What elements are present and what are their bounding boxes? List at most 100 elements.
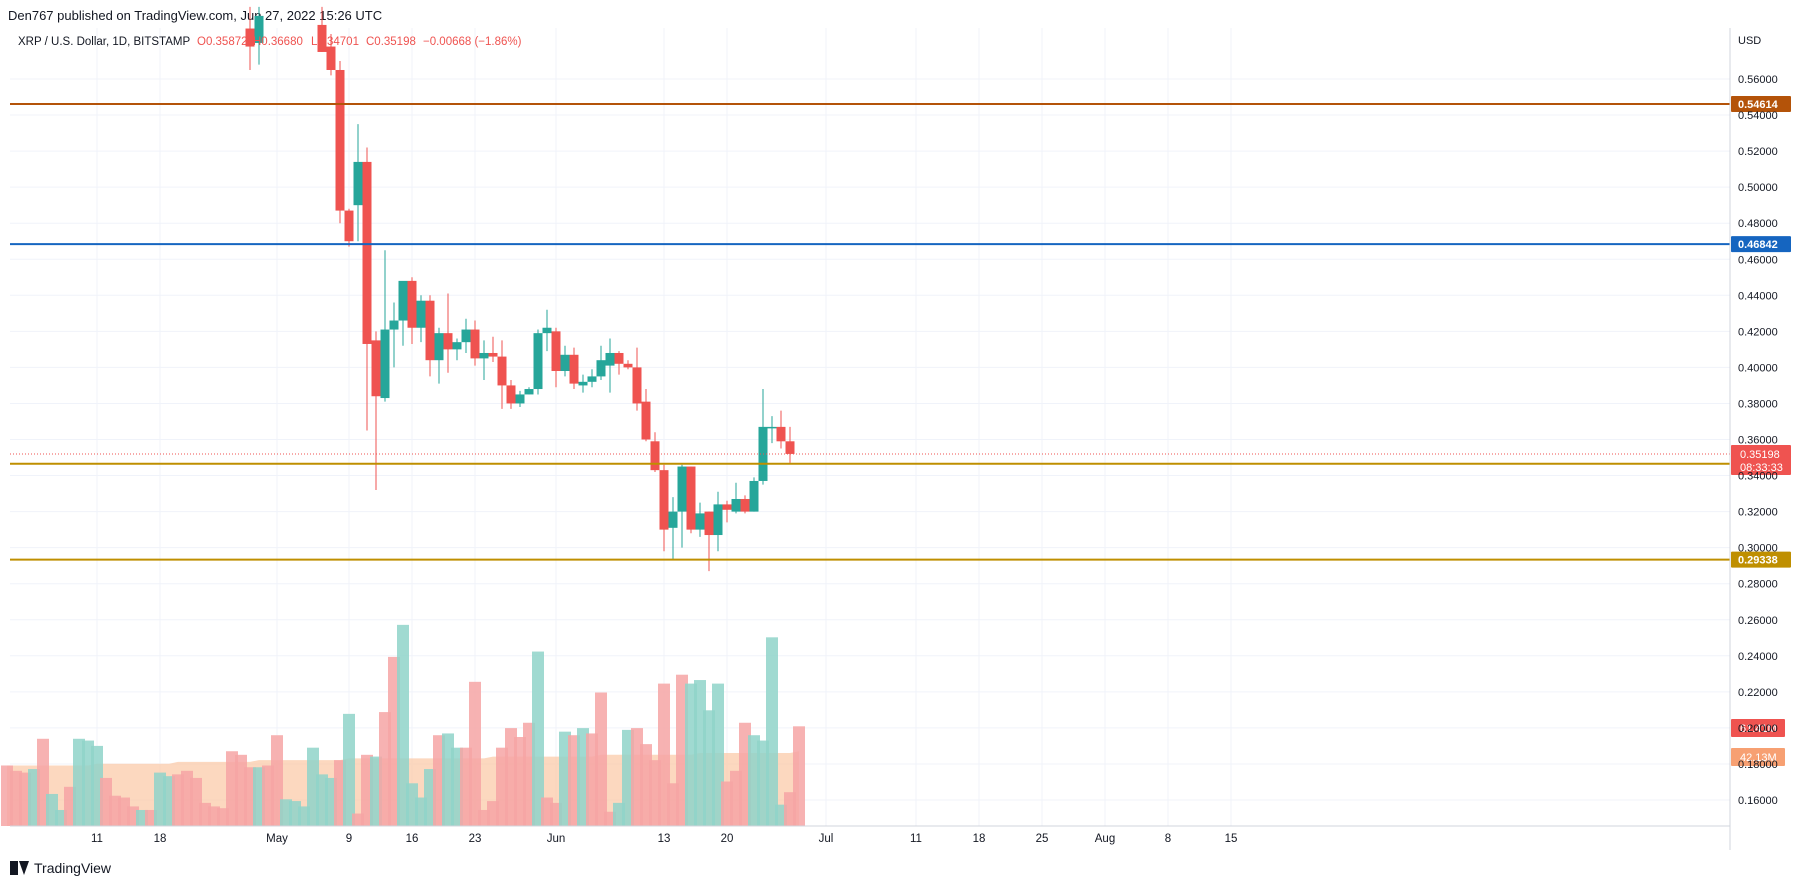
candle-body xyxy=(578,381,588,386)
candle-body xyxy=(443,333,453,350)
candle-body xyxy=(713,504,723,536)
y-tick-label: 0.32000 xyxy=(1738,507,1778,519)
symbol-legend: XRP / U.S. Dollar, 1D, BITSTAMP O0.35872… xyxy=(18,36,522,48)
x-tick-label: 25 xyxy=(1036,833,1049,845)
candle-body xyxy=(560,354,570,372)
candle-body xyxy=(515,394,525,404)
x-tick-label: Jul xyxy=(819,833,834,845)
horizontal-levels[interactable]: 0.546140.468420.346540.293380.3519808:33… xyxy=(10,95,1791,766)
volume-label: 42.13M xyxy=(1740,752,1777,764)
countdown-label: 08:33:33 xyxy=(1740,462,1783,474)
candle-body xyxy=(488,352,498,357)
candle-body xyxy=(650,441,660,471)
tradingview-brand[interactable]: TradingView xyxy=(10,860,111,876)
candle-body xyxy=(416,300,426,328)
y-tick-label: 0.48000 xyxy=(1738,218,1778,230)
candle-body xyxy=(461,329,471,343)
candle-body xyxy=(587,376,597,382)
y-tick-label: 0.56000 xyxy=(1738,74,1778,86)
x-tick-label: 23 xyxy=(469,833,482,845)
candle-body xyxy=(524,389,534,395)
candle-body xyxy=(632,367,642,404)
y-tick-label: 0.22000 xyxy=(1738,687,1778,699)
ohlc-open: O0.35872 xyxy=(197,36,248,48)
candle-body xyxy=(740,498,750,512)
y-tick-label: 0.40000 xyxy=(1738,362,1778,374)
volume-label-bg xyxy=(1731,719,1785,737)
volume-bar xyxy=(532,651,544,826)
candle-body xyxy=(353,161,363,206)
y-tick-label: 0.20000 xyxy=(1738,723,1778,735)
y-tick-label: 0.28000 xyxy=(1738,579,1778,591)
last-price-label-bg xyxy=(1731,444,1791,475)
candle-body xyxy=(344,210,354,242)
candle-body xyxy=(434,333,444,361)
candle-body xyxy=(542,327,552,334)
candle-body xyxy=(470,329,480,359)
x-tick-label: 20 xyxy=(721,833,734,845)
volume-bar xyxy=(793,726,805,826)
candle-body xyxy=(551,331,561,372)
level-label-bg xyxy=(1731,551,1791,568)
ohlc-low: L0.34701 xyxy=(311,36,359,48)
candle-body xyxy=(695,513,705,530)
candle-body xyxy=(407,280,417,328)
level-label: 0.54614 xyxy=(1738,99,1779,111)
candle-body xyxy=(326,46,336,70)
x-tick-label: Aug xyxy=(1095,833,1115,845)
candle-body xyxy=(641,401,651,440)
candle-body xyxy=(533,333,543,390)
tradingview-logo-icon xyxy=(10,861,29,875)
y-tick-label: 0.16000 xyxy=(1738,795,1778,807)
x-tick-label: 18 xyxy=(973,833,986,845)
volume-bar xyxy=(766,637,778,826)
x-tick-label: 15 xyxy=(1225,833,1238,845)
candle-body xyxy=(704,511,714,536)
x-tick-label: Jun xyxy=(547,833,566,845)
candle-body xyxy=(398,280,408,321)
volume-label: 61.41M xyxy=(1740,723,1777,735)
candle-body xyxy=(668,511,678,528)
volume-bar xyxy=(397,624,409,826)
level-label-bg xyxy=(1731,236,1791,253)
candle-body xyxy=(614,352,624,364)
x-tick-label: May xyxy=(266,833,288,845)
y-tick-label: 0.54000 xyxy=(1738,110,1778,122)
candle-body xyxy=(722,504,732,510)
candle-body xyxy=(254,15,264,43)
candle-body xyxy=(380,329,390,399)
candle-body xyxy=(596,360,606,377)
candle-body xyxy=(506,385,516,404)
y-tick-label: 0.36000 xyxy=(1738,435,1778,447)
candle-body xyxy=(317,24,327,52)
x-tick-label: 18 xyxy=(154,833,167,845)
y-tick-label: 0.46000 xyxy=(1738,254,1778,266)
x-tick-label: 8 xyxy=(1165,833,1171,845)
candle-body xyxy=(452,342,462,350)
volume-bar xyxy=(595,692,607,826)
candle-body xyxy=(623,363,633,368)
candle-body xyxy=(245,28,255,47)
brand-text: TradingView xyxy=(34,860,112,876)
y-tick-label: 0.52000 xyxy=(1738,146,1778,158)
candle-body xyxy=(389,320,399,330)
candle-body xyxy=(785,441,795,454)
volume-label-bg xyxy=(1731,748,1785,766)
candle-body xyxy=(677,466,687,512)
y-tick-label: 0.50000 xyxy=(1738,182,1778,194)
candle-body xyxy=(767,426,777,429)
candle-body xyxy=(497,356,507,386)
candle-body xyxy=(479,352,489,359)
candle-body xyxy=(776,426,786,442)
y-tick-label: 0.24000 xyxy=(1738,651,1778,663)
candle-body xyxy=(686,466,696,530)
x-tick-label: 13 xyxy=(658,833,671,845)
x-tick-label: 11 xyxy=(910,833,922,845)
x-tick-label: 9 xyxy=(346,833,352,845)
candle-body xyxy=(659,470,669,530)
volume-pane xyxy=(1,624,805,826)
y-tick-label: 0.30000 xyxy=(1738,543,1778,555)
candle-body xyxy=(362,161,372,344)
candle-body xyxy=(605,352,615,366)
